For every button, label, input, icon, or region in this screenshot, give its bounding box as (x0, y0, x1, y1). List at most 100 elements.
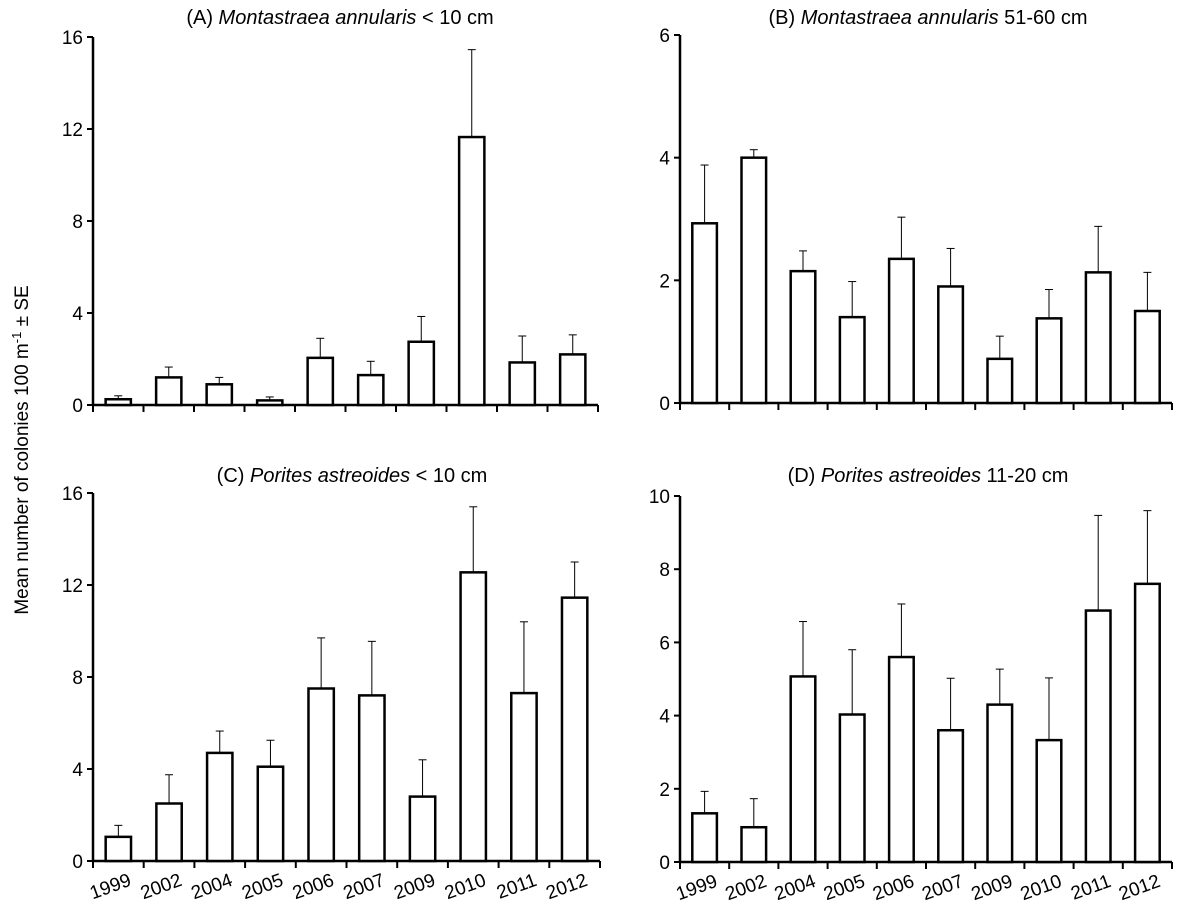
panel-d: (D) Porites astreoides 11-20 cm 0 2 4 6 8 10 19… (649, 465, 1173, 905)
panel-c-title: (C) Porites astreoides < 10 cm (217, 465, 488, 487)
panel-b-y-tick-label: 6 (659, 26, 670, 47)
panel-a-y-tick-label: 0 (72, 396, 83, 417)
panel-d-bar-2012 (1133, 582, 1161, 864)
panel-d-category-label: 2011 (1068, 871, 1114, 905)
panel-d-category-label: 1999 (673, 871, 720, 905)
panel-c-category-label: 2012 (543, 870, 590, 904)
panel-d-category-label: 2002 (723, 871, 770, 905)
panel-d-category-label: 2010 (1018, 871, 1065, 905)
panel-c-bar-2002 (155, 802, 183, 863)
panel-d-title-species: Porites astreoides (821, 465, 981, 487)
panel-b-title-species: Montastraea annularis (801, 7, 999, 29)
panel-d-bar-2010 (1035, 738, 1063, 864)
panel-d-bar-2004 (789, 675, 817, 864)
panel-b-y-tick-label: 4 (659, 149, 670, 170)
panel-c-category-label: 2009 (391, 870, 438, 904)
panel-d-bar-1999 (691, 812, 719, 864)
panel-b-bar-2007 (937, 285, 965, 405)
panel-c-category-label: 2002 (138, 870, 185, 904)
panel-c-bar-2011 (510, 691, 538, 863)
panel-c-category-label: 1999 (87, 870, 134, 904)
panel-d-title-suffix: 11-20 cm (981, 465, 1068, 487)
panel-d-bar-2006 (887, 655, 915, 864)
y-axis-label-suffix: ± SE (12, 285, 33, 331)
panel-c-bar-2004 (205, 751, 234, 863)
panel-b-bar-2002 (740, 156, 768, 405)
panel-a-bar-2006 (306, 356, 335, 407)
panel-d-category-label: 2012 (1116, 871, 1163, 905)
panel-a-bar-2011 (508, 361, 537, 407)
panel-c: (C) Porites astreoides < 10 cm 0 4 8 12 16 199… (62, 465, 601, 904)
panel-a-bar-2004 (205, 383, 234, 407)
panel-c-category-label: 2004 (189, 870, 236, 904)
panel-b-bar-2010 (1035, 317, 1063, 405)
panel-d-category-label: 2009 (969, 871, 1016, 905)
panel-a-bar-1999 (104, 398, 133, 407)
y-axis-label: Mean number of colonies 100 m-1 ± SE (9, 285, 33, 614)
panel-b-bar-1999 (691, 222, 719, 405)
panel-b-bar-2009 (986, 357, 1014, 405)
panel-c-title-prefix: (C) (217, 465, 250, 487)
panel-d-bar-2007 (937, 728, 965, 864)
panel-a-title-suffix: < 10 cm (416, 7, 493, 29)
panel-a: (A) Montastraea annularis < 10 cm 0 4 8 12 16 (62, 7, 599, 417)
panel-c-category-label: 2005 (239, 870, 286, 904)
panel-b: (B) Montastraea annularis 51-60 cm 0 2 4 6 (659, 7, 1173, 415)
panel-c-category-label: 2011 (494, 870, 540, 904)
panel-c-category-label: 2010 (442, 870, 489, 904)
panel-c-y-tick-label: 8 (72, 668, 83, 689)
panel-a-title-prefix: (A) (186, 7, 218, 29)
panel-b-y-tick-label: 2 (659, 271, 670, 292)
panel-d-bar-2009 (986, 703, 1014, 864)
panel-b-y-tick-label: 0 (659, 394, 670, 415)
y-axis-label-main: Mean number of colonies 100 m (12, 343, 33, 614)
panel-b-title: (B) Montastraea annularis 51-60 cm (768, 7, 1087, 29)
panel-c-bar-2009 (408, 795, 437, 863)
panel-d-y-tick-label: 10 (649, 487, 670, 508)
panel-a-y-tick-label: 16 (62, 28, 83, 49)
panel-c-y-tick-label: 12 (62, 576, 83, 597)
panel-b-bar-2006 (887, 257, 915, 405)
panel-b-bar-2011 (1084, 271, 1112, 405)
panel-d-y-tick-label: 6 (659, 633, 670, 654)
panel-b-bar-2012 (1133, 309, 1161, 405)
panel-b-bar-2004 (789, 269, 817, 405)
panel-a-y-tick-label: 8 (72, 212, 83, 233)
panel-d-y-tick-label: 0 (659, 853, 670, 874)
panel-c-title-species: Porites astreoides (250, 465, 410, 487)
panel-a-title-species: Montastraea annularis (219, 7, 417, 29)
panel-d-y-tick-label: 8 (659, 560, 670, 581)
panel-c-bar-2012 (560, 596, 589, 863)
panel-a-bar-2012 (558, 353, 587, 407)
panel-d-bar-2002 (740, 825, 768, 864)
panel-a-bar-2009 (407, 340, 436, 407)
panel-c-category-label: 2006 (290, 870, 337, 904)
panel-c-bar-2007 (357, 694, 386, 863)
panel-a-y-tick-label: 4 (72, 304, 83, 325)
panel-d-category-label: 2006 (870, 871, 917, 905)
panel-d-bar-2005 (838, 713, 866, 864)
panel-d-bar-2011 (1084, 609, 1112, 864)
y-axis-label-sup: -1 (9, 332, 24, 344)
panel-c-y-tick-label: 0 (72, 852, 83, 873)
panel-d-category-label: 2005 (821, 871, 868, 905)
panel-c-y-tick-label: 4 (72, 760, 83, 781)
panel-c-title-suffix: < 10 cm (410, 465, 487, 487)
panel-c-y-tick-label: 16 (62, 484, 83, 505)
panel-c-bar-1999 (104, 835, 133, 863)
panel-c-bar-2006 (307, 687, 336, 863)
panel-a-y-tick-label: 12 (62, 120, 83, 141)
panel-a-bar-2007 (356, 373, 385, 407)
panel-b-title-prefix: (B) (768, 7, 800, 29)
panel-d-title: (D) Porites astreoides 11-20 cm (788, 465, 1069, 487)
panel-a-bar-2002 (154, 376, 183, 407)
panel-b-title-suffix: 51-60 cm (999, 7, 1088, 29)
panel-d-title-prefix: (D) (788, 465, 821, 487)
panel-d-category-label: 2004 (772, 871, 819, 905)
panel-d-category-label: 2007 (919, 871, 966, 905)
panel-a-title: (A) Montastraea annularis < 10 cm (186, 7, 493, 29)
panel-c-bar-2005 (256, 765, 285, 863)
panel-b-bar-2005 (838, 315, 866, 405)
panel-d-y-tick-label: 2 (659, 780, 670, 801)
